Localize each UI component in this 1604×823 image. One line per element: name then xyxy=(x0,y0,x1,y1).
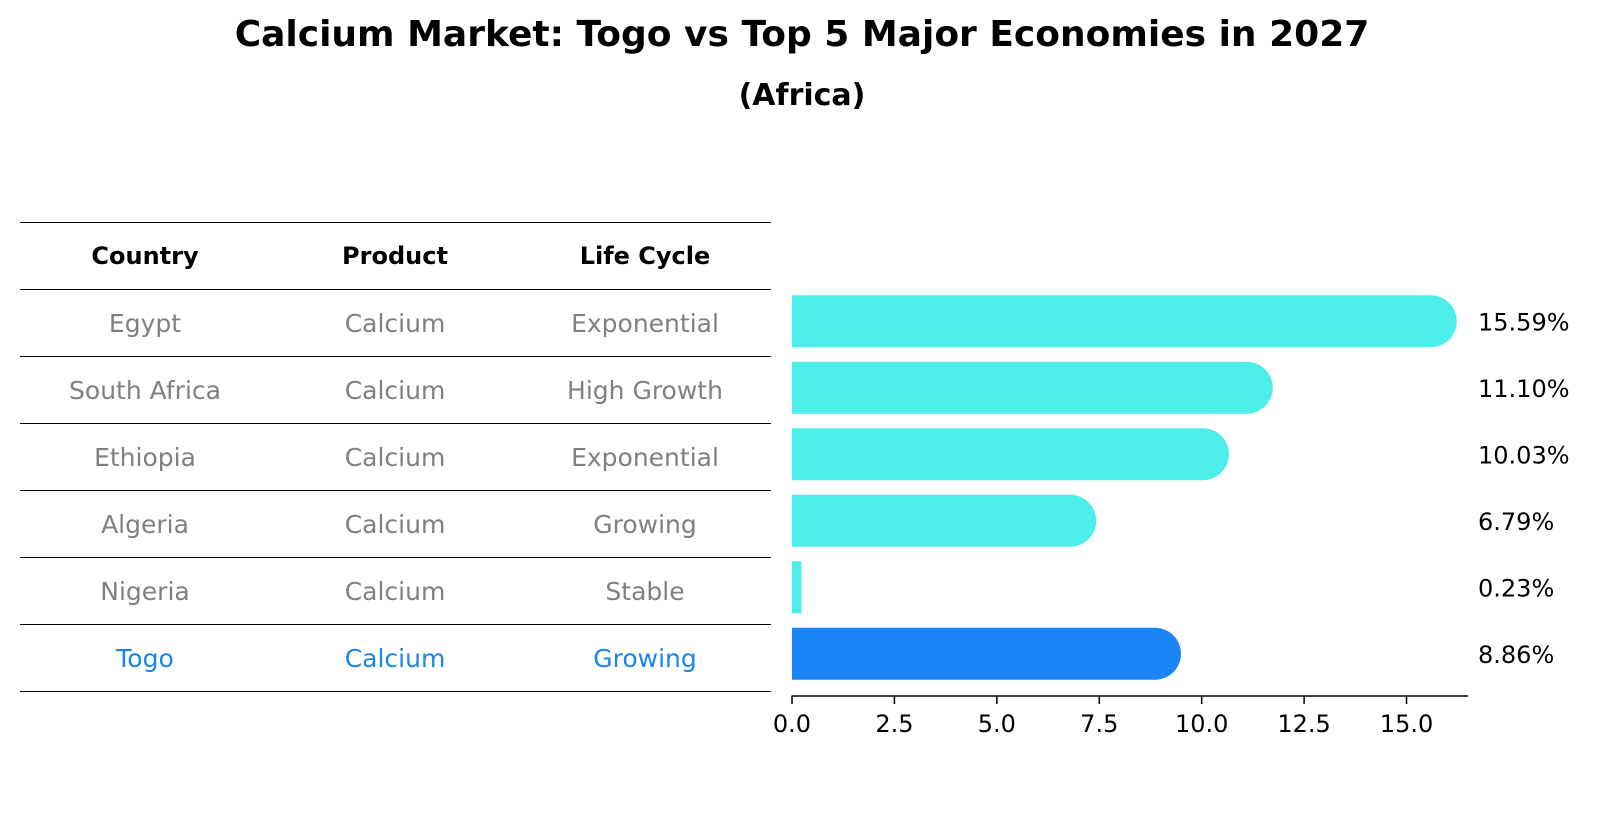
header-life-cycle: Life Cycle xyxy=(579,242,711,270)
x-tick-label: 2.5 xyxy=(875,710,913,738)
cell-country: Algeria xyxy=(101,509,189,539)
cell-life-cycle: High Growth xyxy=(567,375,723,405)
bar xyxy=(792,428,1229,481)
chart-title: Calcium Market: Togo vs Top 5 Major Econ… xyxy=(234,14,1370,55)
bar xyxy=(792,361,1273,414)
table-row: Nigeria Calcium Stable xyxy=(20,557,771,624)
data-table: Country Product Life Cycle Egypt Calcium… xyxy=(20,222,771,692)
x-tick-label: 15.0 xyxy=(1380,710,1433,738)
chart-subtitle: (Africa) xyxy=(738,78,866,113)
bar-value-label: 8.86% xyxy=(1478,641,1554,669)
bar xyxy=(792,494,1097,547)
bar-value-label: 11.10% xyxy=(1478,375,1570,403)
cell-country: Egypt xyxy=(108,308,182,338)
cell-life-cycle: Exponential xyxy=(571,442,719,472)
x-tick-label: 5.0 xyxy=(978,710,1016,738)
table-row: South Africa Calcium High Growth xyxy=(20,356,771,423)
bar-value-label: 15.59% xyxy=(1478,308,1570,336)
x-tick-label: 7.5 xyxy=(1080,710,1118,738)
bar-highlighted xyxy=(792,627,1181,680)
cell-product: Calcium xyxy=(344,576,446,606)
cell-country: Nigeria xyxy=(100,576,190,606)
cell-product: Calcium xyxy=(344,509,446,539)
bar xyxy=(792,295,1457,348)
cell-product: Calcium xyxy=(344,375,446,405)
cell-life-cycle: Growing xyxy=(593,643,697,673)
cell-product: Calcium xyxy=(344,308,446,338)
bar-value-label: 10.03% xyxy=(1478,441,1570,469)
table-row: Egypt Calcium Exponential xyxy=(20,289,771,356)
cell-product: Calcium xyxy=(344,442,446,472)
x-tick-label: 12.5 xyxy=(1277,710,1330,738)
bar-value-label: 6.79% xyxy=(1478,508,1554,536)
cell-life-cycle: Exponential xyxy=(571,308,719,338)
header-product: Product xyxy=(342,242,448,270)
cell-country: Ethiopia xyxy=(94,442,196,472)
cell-country: South Africa xyxy=(69,375,221,405)
bar xyxy=(792,561,802,614)
cell-life-cycle: Stable xyxy=(605,576,685,606)
table-row: Algeria Calcium Growing xyxy=(20,490,771,557)
cell-life-cycle: Growing xyxy=(593,509,697,539)
table-header-row: Country Product Life Cycle xyxy=(20,222,771,289)
x-tick-label: 0.0 xyxy=(773,710,811,738)
table-row: Ethiopia Calcium Exponential xyxy=(20,423,771,490)
header-country: Country xyxy=(91,242,199,270)
bar-value-label: 0.23% xyxy=(1478,574,1554,602)
cell-product: Calcium xyxy=(344,643,446,673)
cell-country: Togo xyxy=(116,643,174,673)
table-row-highlighted: Togo Calcium Growing xyxy=(20,624,771,692)
x-tick-label: 10.0 xyxy=(1175,710,1228,738)
